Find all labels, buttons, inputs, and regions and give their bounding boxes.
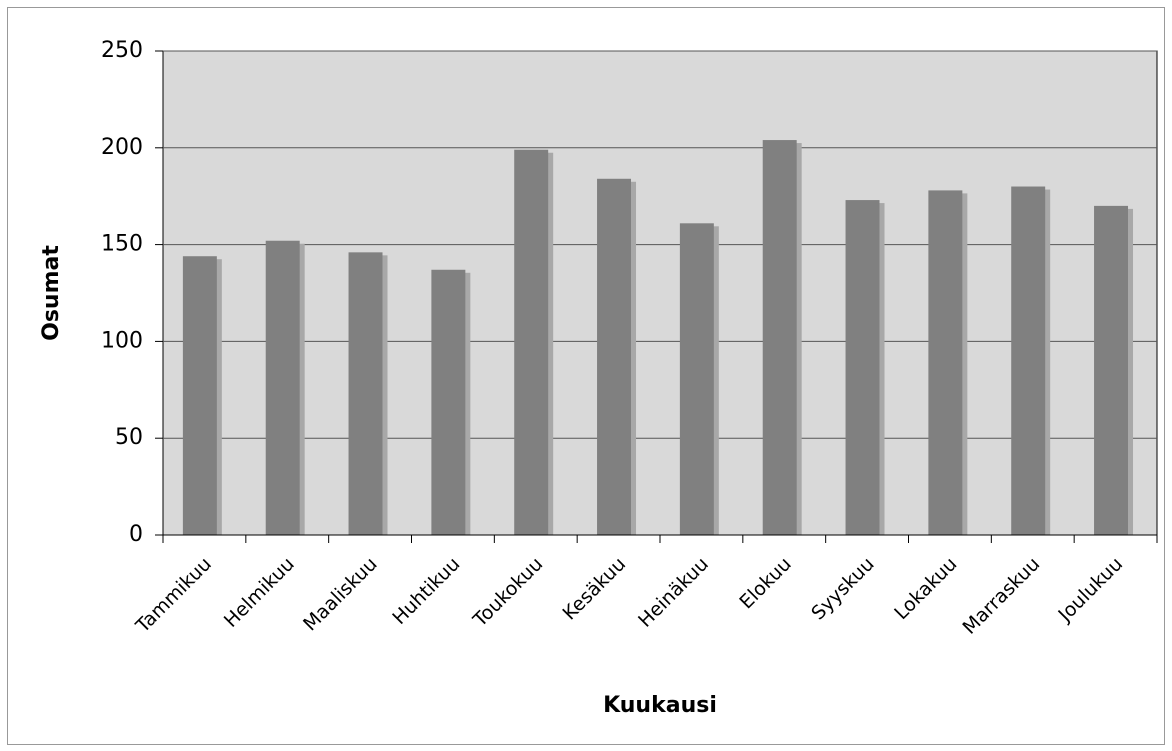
y-axis-title: Osumat: [39, 245, 64, 341]
bar: [762, 140, 797, 535]
x-axis-title: Kuukausi: [603, 693, 717, 718]
bar: [265, 240, 300, 535]
bar: [182, 256, 217, 535]
y-tick-label: 200: [101, 135, 143, 160]
bar: [928, 190, 963, 535]
bar: [845, 200, 880, 535]
bar: [514, 149, 549, 535]
y-tick-label: 250: [101, 38, 143, 63]
y-tick-label: 150: [101, 232, 143, 257]
bar: [1094, 205, 1129, 535]
bar: [679, 223, 714, 535]
plot-area: [162, 50, 1158, 536]
bar: [1011, 186, 1046, 535]
bar: [597, 178, 632, 535]
bar: [431, 269, 466, 535]
bar: [348, 252, 383, 535]
y-tick-label: 50: [115, 425, 143, 450]
y-tick-label: 0: [129, 522, 143, 547]
y-tick-label: 100: [101, 328, 143, 353]
